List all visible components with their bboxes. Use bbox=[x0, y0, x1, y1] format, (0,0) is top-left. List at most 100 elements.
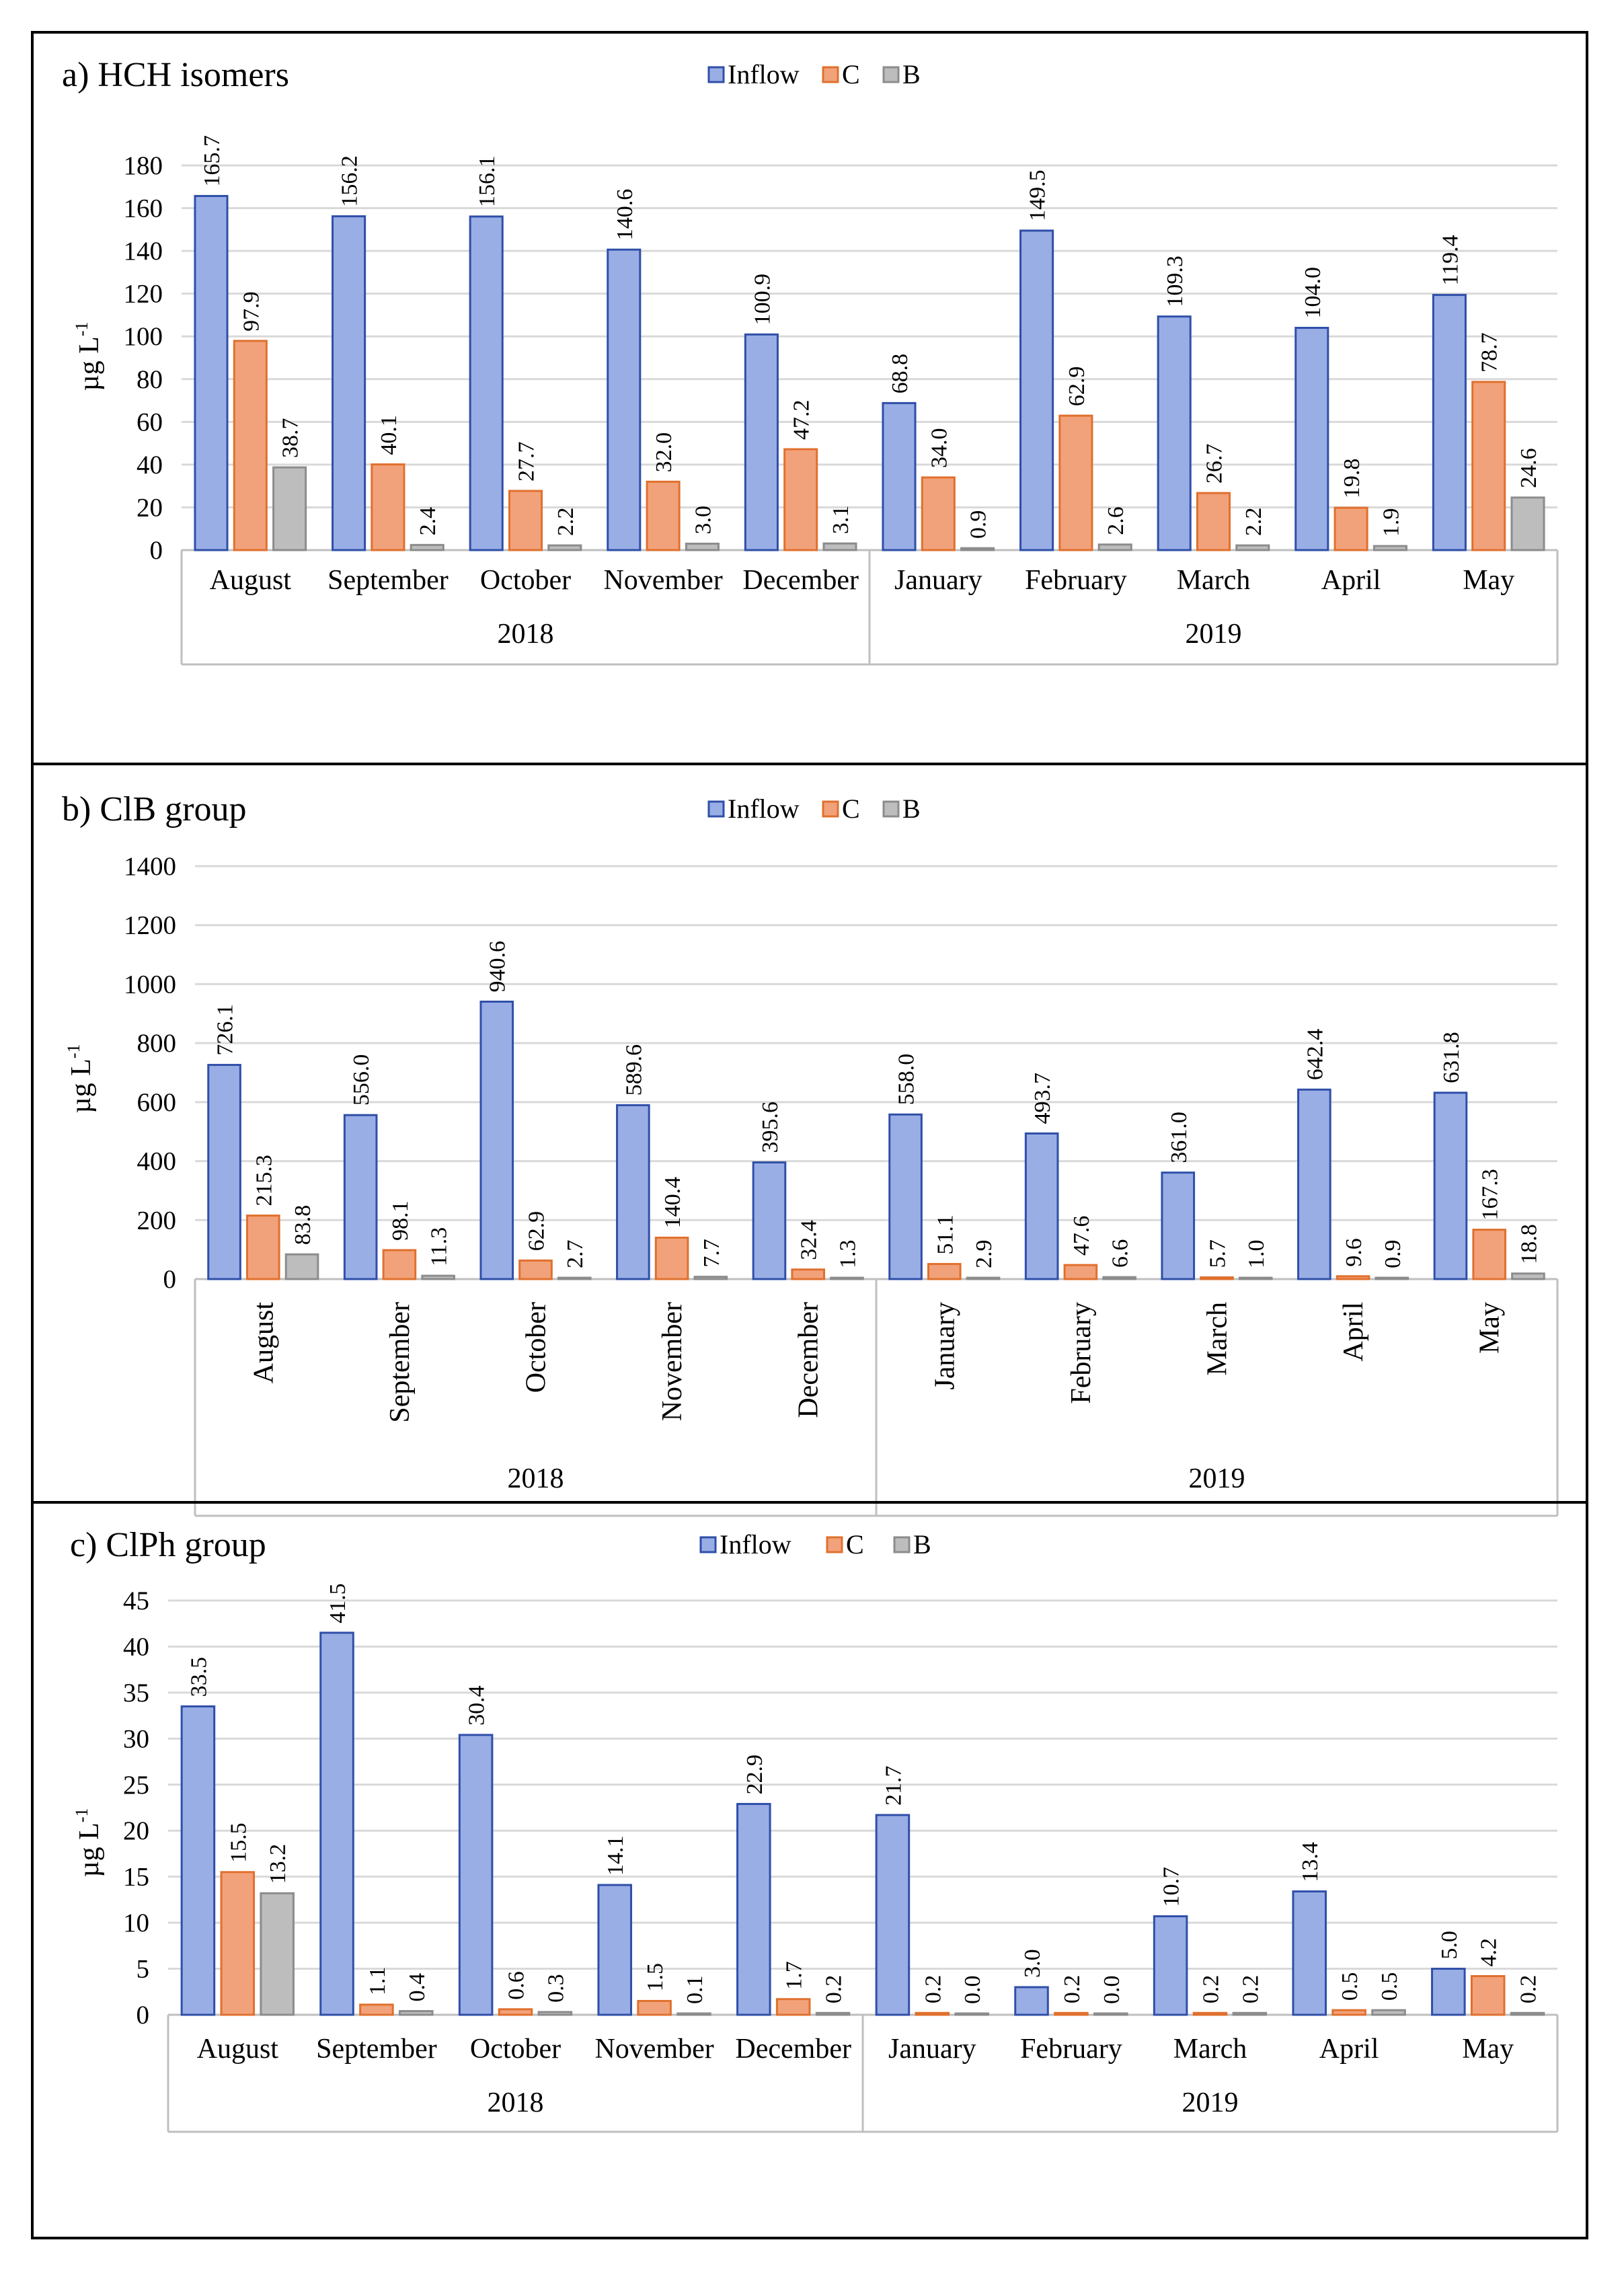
bar-inflow bbox=[458, 1734, 494, 2016]
data-label-inflow: 13.4 bbox=[1298, 1842, 1323, 1882]
data-label-b: 2.2 bbox=[1241, 508, 1266, 537]
data-label-c: 26.7 bbox=[1202, 444, 1227, 484]
category-label: March bbox=[1177, 565, 1251, 596]
bar-inflow bbox=[332, 215, 366, 551]
category-label: April bbox=[1319, 2034, 1379, 2065]
bar-b bbox=[685, 542, 720, 551]
data-label-c: 215.3 bbox=[252, 1155, 276, 1206]
data-label-b: 38.7 bbox=[278, 418, 303, 459]
bar-c bbox=[382, 1249, 417, 1280]
category-label: November bbox=[594, 2034, 713, 2065]
bar-inflow bbox=[1161, 1171, 1196, 1280]
y-tick-label: 80 bbox=[137, 365, 163, 394]
data-label-b: 0.1 bbox=[683, 1976, 707, 2005]
y-tick-label: 45 bbox=[123, 1586, 149, 1615]
bar-b bbox=[1238, 1276, 1273, 1280]
bar-inflow bbox=[1432, 294, 1467, 551]
bar-inflow bbox=[319, 1631, 354, 2016]
data-label-b: 0.2 bbox=[822, 1975, 847, 2004]
category-label: August bbox=[248, 1302, 279, 1384]
data-label-inflow: 33.5 bbox=[186, 1657, 211, 1697]
data-label-b: 0.4 bbox=[405, 1973, 430, 2002]
data-label-b: 1.0 bbox=[1244, 1240, 1269, 1269]
y-tick-label: 1400 bbox=[124, 852, 176, 881]
legend-swatch-c bbox=[822, 800, 839, 818]
bar-inflow bbox=[1297, 1088, 1331, 1280]
y-tick-label: 10 bbox=[123, 1909, 149, 1937]
bar-inflow bbox=[1294, 327, 1329, 551]
bar-inflow bbox=[888, 1113, 923, 1280]
y-tick-label: 140 bbox=[124, 237, 163, 266]
data-label-c: 32.0 bbox=[652, 432, 676, 473]
bar-b bbox=[1510, 496, 1545, 551]
data-label-c: 32.4 bbox=[797, 1220, 822, 1260]
data-label-c: 0.2 bbox=[1199, 1975, 1224, 2004]
data-label-inflow: 10.7 bbox=[1159, 1867, 1184, 1907]
y-tick-label: 200 bbox=[137, 1206, 177, 1235]
bar-inflow bbox=[1153, 1915, 1188, 2016]
data-label-inflow: 493.7 bbox=[1030, 1073, 1055, 1124]
bar-c bbox=[1196, 492, 1231, 551]
bar-b bbox=[815, 2011, 851, 2016]
data-label-c: 27.7 bbox=[514, 441, 539, 482]
data-label-c: 140.4 bbox=[660, 1177, 685, 1229]
bar-b bbox=[537, 2011, 573, 2016]
bar-c bbox=[1054, 2011, 1089, 2016]
legend-swatch-inflow bbox=[707, 800, 725, 818]
category-label: April bbox=[1321, 565, 1381, 596]
y-tick-label: 1200 bbox=[124, 911, 176, 940]
data-label-inflow: 100.9 bbox=[750, 274, 775, 325]
bar-inflow bbox=[744, 333, 779, 551]
bar-b bbox=[1511, 1272, 1545, 1280]
bar-c bbox=[359, 2003, 394, 2016]
year-label: 2018 bbox=[508, 1463, 564, 1494]
bar-inflow bbox=[1431, 1968, 1466, 2016]
category-label: December bbox=[742, 565, 859, 596]
data-label-inflow: 642.4 bbox=[1303, 1029, 1327, 1081]
category-label: March bbox=[1202, 1302, 1233, 1376]
bar-c bbox=[927, 1263, 962, 1280]
year-label: 2019 bbox=[1186, 619, 1242, 650]
data-label-b: 11.3 bbox=[427, 1227, 452, 1266]
bar-c bbox=[1470, 1975, 1506, 2016]
y-axis-label-text: µg L bbox=[74, 336, 105, 391]
bar-c bbox=[783, 448, 818, 551]
y-tick-label: 60 bbox=[137, 408, 163, 436]
bar-c bbox=[1472, 1229, 1507, 1280]
bar-inflow bbox=[1433, 1091, 1468, 1280]
data-label-inflow: 940.6 bbox=[486, 941, 510, 993]
category-label: December bbox=[794, 1302, 824, 1418]
bar-c bbox=[1192, 2011, 1228, 2016]
category-label: October bbox=[521, 1302, 552, 1393]
data-label-b: 2.2 bbox=[553, 508, 578, 537]
data-label-c: 1.1 bbox=[365, 1966, 390, 1995]
category-label: January bbox=[888, 2034, 976, 2065]
data-label-c: 0.5 bbox=[1338, 1972, 1362, 2001]
legend-label-b: B bbox=[902, 59, 921, 89]
category-label: September bbox=[327, 565, 449, 596]
data-label-c: 167.3 bbox=[1478, 1169, 1503, 1221]
category-label: October bbox=[470, 2034, 561, 2065]
bar-c bbox=[1471, 381, 1506, 551]
legend-label-b: B bbox=[913, 1529, 931, 1560]
data-label-c: 98.1 bbox=[388, 1200, 413, 1241]
y-tick-label: 400 bbox=[137, 1147, 177, 1176]
bar-c bbox=[791, 1268, 826, 1280]
data-label-b: 18.8 bbox=[1516, 1224, 1541, 1264]
category-label: November bbox=[603, 565, 722, 596]
data-label-b: 2.9 bbox=[972, 1240, 997, 1269]
data-label-inflow: 165.7 bbox=[200, 135, 225, 187]
category-label: March bbox=[1173, 2034, 1247, 2065]
bar-b bbox=[1232, 2011, 1268, 2016]
bar-inflow bbox=[882, 401, 917, 551]
y-axis-label-exponent: -1 bbox=[72, 1808, 91, 1822]
legend-label-c: C bbox=[846, 1529, 864, 1560]
y-tick-label: 35 bbox=[123, 1679, 149, 1707]
data-label-inflow: 589.6 bbox=[621, 1044, 646, 1096]
year-label: 2019 bbox=[1189, 1463, 1245, 1494]
data-label-c: 51.1 bbox=[933, 1215, 958, 1255]
y-tick-label: 160 bbox=[124, 194, 163, 223]
bar-b bbox=[272, 466, 307, 551]
plot-area: 0 20 40 60 80 100 120 140 160 180 165.7 97.9 38.7 156… bbox=[124, 135, 1559, 666]
bar-c bbox=[233, 340, 268, 551]
